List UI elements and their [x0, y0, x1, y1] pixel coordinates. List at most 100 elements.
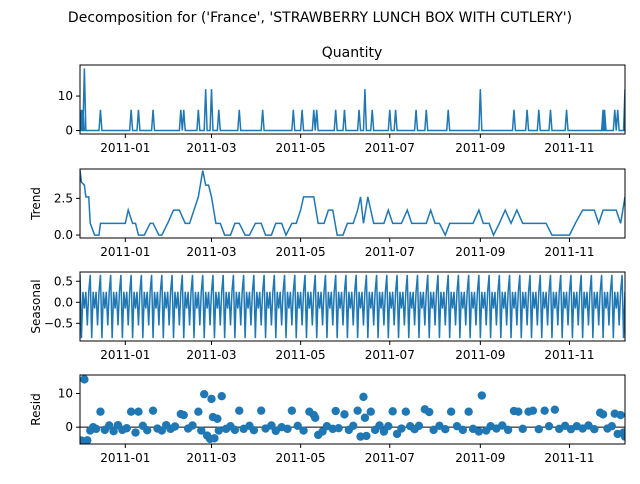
resid-point: [122, 423, 131, 433]
resid-point: [503, 425, 513, 435]
resid-point: [293, 421, 302, 431]
plot-area: [80, 68, 625, 132]
resid-point: [143, 426, 152, 435]
resid-point: [287, 406, 297, 415]
resid-point: [620, 432, 625, 441]
x-tick-label: 2011-05: [276, 451, 326, 465]
resid-point: [213, 414, 222, 423]
x-tick-label: 2011-01: [100, 451, 150, 465]
resid-point: [528, 406, 538, 415]
x-tick-label: 2011-11: [544, 451, 594, 465]
resid-point: [80, 375, 89, 384]
x-tick-label: 2011-11: [544, 245, 594, 259]
resid-point: [109, 427, 118, 436]
resid-point: [179, 410, 188, 420]
resid-point: [131, 428, 140, 437]
resid-point: [299, 426, 308, 435]
resid-point: [83, 436, 92, 444]
resid-point: [518, 424, 527, 434]
x-tick-label: 2011-01: [100, 245, 150, 259]
resid-point: [170, 422, 180, 431]
x-tick-label: 2011-07: [365, 245, 415, 259]
resid-point: [126, 407, 136, 416]
resid-point: [534, 424, 543, 434]
figure-suptitle: Decomposition for ('France', 'STRAWBERRY…: [68, 10, 572, 26]
resid-point: [199, 389, 209, 399]
resid-point: [366, 407, 375, 416]
y-tick-label: 0.0: [54, 295, 73, 309]
resid-point: [598, 410, 608, 419]
resid-point: [616, 410, 625, 420]
resid-point: [134, 407, 143, 416]
y-tick-label: 10: [58, 89, 73, 103]
resid-point: [359, 392, 368, 402]
resid-point: [210, 434, 219, 443]
x-tick-label: 2011-03: [186, 451, 236, 465]
seasonal-line: [80, 274, 625, 339]
x-tick-label: 2011-07: [365, 451, 415, 465]
x-tick-label: 2011-01: [100, 141, 150, 155]
resid-point: [340, 410, 349, 419]
resid-point: [188, 421, 197, 430]
panel-trend: 2011-01 2011-03 2011-05 2011-07 2011-09 2011-…: [29, 168, 626, 259]
resid-point: [362, 431, 371, 441]
y-axis-label: Seasonal: [29, 279, 43, 333]
x-tick-label: 2011-07: [365, 348, 415, 362]
resid-point: [397, 424, 406, 433]
resid-point: [590, 424, 599, 434]
panel-quantity: 2011-01 2011-03 2011-05 2011-07 2011-09 2011-…: [58, 64, 626, 155]
resid-point: [311, 413, 320, 422]
x-tick-label: 2011-03: [186, 348, 236, 362]
resid-point: [425, 407, 434, 417]
resid-point: [331, 406, 340, 416]
y-tick-label: −0.5: [44, 316, 73, 330]
resid-point: [607, 421, 617, 431]
axes-frame: [79, 64, 626, 135]
resid-point: [230, 425, 240, 435]
resid-point: [207, 394, 216, 404]
resid-point: [550, 405, 560, 414]
x-tick-label: 2011-01: [100, 348, 150, 362]
axes-frame: [79, 374, 626, 445]
resid-point: [388, 407, 397, 416]
x-tick-label: 2011-05: [276, 141, 326, 155]
resid-point: [353, 406, 362, 415]
resid-point: [498, 421, 507, 430]
x-tick-label: 2011-09: [455, 348, 505, 362]
x-tick-label: 2011-05: [276, 245, 326, 259]
y-tick-label: 0.0: [54, 228, 73, 242]
x-tick-label: 2011-09: [455, 141, 505, 155]
resid-point: [375, 421, 384, 430]
resid-point: [544, 421, 554, 431]
quantity-line: [80, 68, 625, 132]
resid-point: [334, 423, 343, 433]
resid-point: [540, 406, 549, 415]
resid-point: [477, 391, 487, 400]
resid-point: [214, 426, 224, 435]
y-axis-label: Trend: [29, 187, 43, 221]
panel-resid: 2011-01 2011-03 2011-05 2011-07 2011-09 2011-…: [29, 374, 626, 465]
resid-point: [360, 413, 370, 422]
plot-area: [80, 170, 625, 237]
resid-point: [474, 427, 484, 436]
y-tick-label: 0.5: [54, 274, 73, 288]
x-tick-label: 2011-03: [186, 141, 236, 155]
resid-point: [197, 426, 206, 435]
resid-point: [401, 407, 411, 416]
x-tick-label: 2011-11: [544, 141, 594, 155]
y-tick-label: 10: [58, 387, 73, 401]
x-tick-label: 2011-09: [455, 451, 505, 465]
resid-point: [105, 421, 114, 430]
resid-point: [441, 424, 450, 434]
x-tick-label: 2011-09: [455, 245, 505, 259]
x-tick-label: 2011-05: [276, 348, 326, 362]
panels-group: 2011-01 2011-03 2011-05 2011-07 2011-09 2011-…: [29, 64, 626, 465]
resid-point: [96, 407, 105, 416]
resid-point: [429, 425, 438, 435]
resid-point: [91, 424, 101, 434]
resid-point: [458, 425, 468, 435]
resid-point: [148, 406, 158, 415]
x-tick-label: 2011-03: [186, 245, 236, 259]
y-tick-label: 0: [65, 420, 73, 434]
